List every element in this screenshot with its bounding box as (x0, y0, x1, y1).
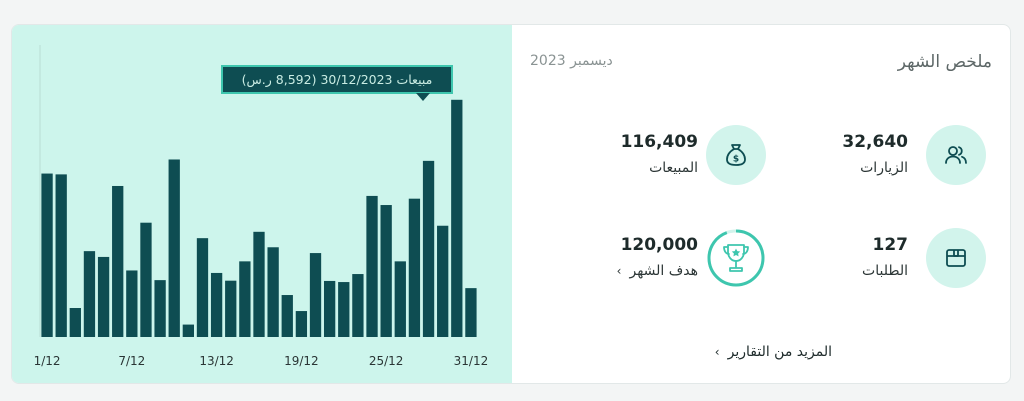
stat-visits: 32,640 الزيارات (762, 125, 992, 187)
bar[interactable] (437, 225, 449, 337)
x-tick-label: 1/12 (34, 354, 61, 368)
bar[interactable] (196, 238, 209, 337)
bar[interactable] (126, 270, 138, 337)
goal-label: هدف الشهر (629, 263, 698, 279)
stat-monthly-goal[interactable]: 120,000 هدف الشهر › (532, 228, 772, 290)
bar[interactable] (465, 288, 477, 337)
sales-label: المبيعات (649, 160, 698, 176)
more-reports-link[interactable]: المزيد من التقارير › (715, 344, 832, 360)
bar[interactable] (408, 198, 421, 337)
chevron-icon: › (714, 345, 720, 359)
x-tick-label: 31/12 (454, 354, 489, 368)
summary-date: ديسمبر 2023 (530, 53, 613, 69)
trophy-icon (706, 228, 766, 288)
bar[interactable] (182, 324, 194, 337)
bar[interactable] (267, 247, 279, 337)
visits-value: 32,640 (842, 132, 908, 152)
bar[interactable] (69, 308, 81, 337)
bar[interactable] (112, 185, 124, 337)
users-icon (926, 125, 986, 185)
bar[interactable] (323, 280, 336, 337)
bar[interactable] (281, 295, 293, 337)
x-tick-label: 25/12 (369, 354, 404, 368)
bar[interactable] (352, 274, 364, 337)
bar[interactable] (394, 261, 406, 337)
chevron-icon: › (616, 264, 622, 278)
x-tick-label: 19/12 (284, 354, 319, 368)
summary-panel: ملخص الشهر ديسمبر 2023 32,640 الزيارات $ (512, 25, 1010, 383)
bar[interactable] (225, 280, 237, 337)
bar[interactable] (97, 256, 110, 337)
bar[interactable] (422, 160, 435, 337)
bar[interactable] (154, 280, 166, 337)
bar[interactable] (253, 231, 265, 337)
bar[interactable] (140, 222, 152, 337)
stat-orders: 127 الطلبات (762, 228, 992, 290)
more-reports-label: المزيد من التقارير (727, 344, 832, 360)
x-tick-label: 13/12 (199, 354, 234, 368)
bar[interactable] (338, 282, 350, 337)
goal-value: 120,000 (620, 235, 698, 255)
bar[interactable] (168, 159, 180, 337)
bar[interactable] (239, 261, 251, 337)
bar[interactable] (366, 195, 378, 337)
stat-sales: $ 116,409 المبيعات (532, 125, 772, 187)
sales-value: 116,409 (620, 132, 698, 152)
bar[interactable] (210, 272, 223, 337)
svg-text:$: $ (733, 155, 739, 165)
bar-highlighted[interactable] (451, 99, 463, 337)
summary-title: ملخص الشهر (897, 52, 992, 72)
bar[interactable] (380, 205, 392, 337)
goal-label-row[interactable]: هدف الشهر › (617, 263, 698, 279)
orders-label: الطلبات (862, 263, 908, 279)
x-tick-label: 7/12 (118, 354, 145, 368)
chart-svg: 1/12 7/12 13/12 19/12 25/12 31/12 (34, 45, 489, 368)
bar[interactable] (55, 174, 67, 337)
orders-value: 127 (872, 235, 909, 255)
chart-tooltip: مبيعات 30/12/2023 (8,592 ر.س) (221, 65, 453, 101)
bar[interactable] (83, 251, 96, 337)
bar[interactable] (41, 173, 53, 337)
box-icon (926, 228, 986, 288)
bar[interactable] (295, 311, 308, 337)
bar[interactable] (309, 253, 322, 337)
money-bag-icon: $ (706, 125, 766, 185)
visits-label: الزيارات (860, 160, 908, 176)
monthly-summary-card: 1/12 7/12 13/12 19/12 25/12 31/12 مبيعات 30/1… (11, 24, 1011, 384)
daily-sales-chart: 1/12 7/12 13/12 19/12 25/12 31/12 مبيعات 30/1… (12, 25, 512, 383)
